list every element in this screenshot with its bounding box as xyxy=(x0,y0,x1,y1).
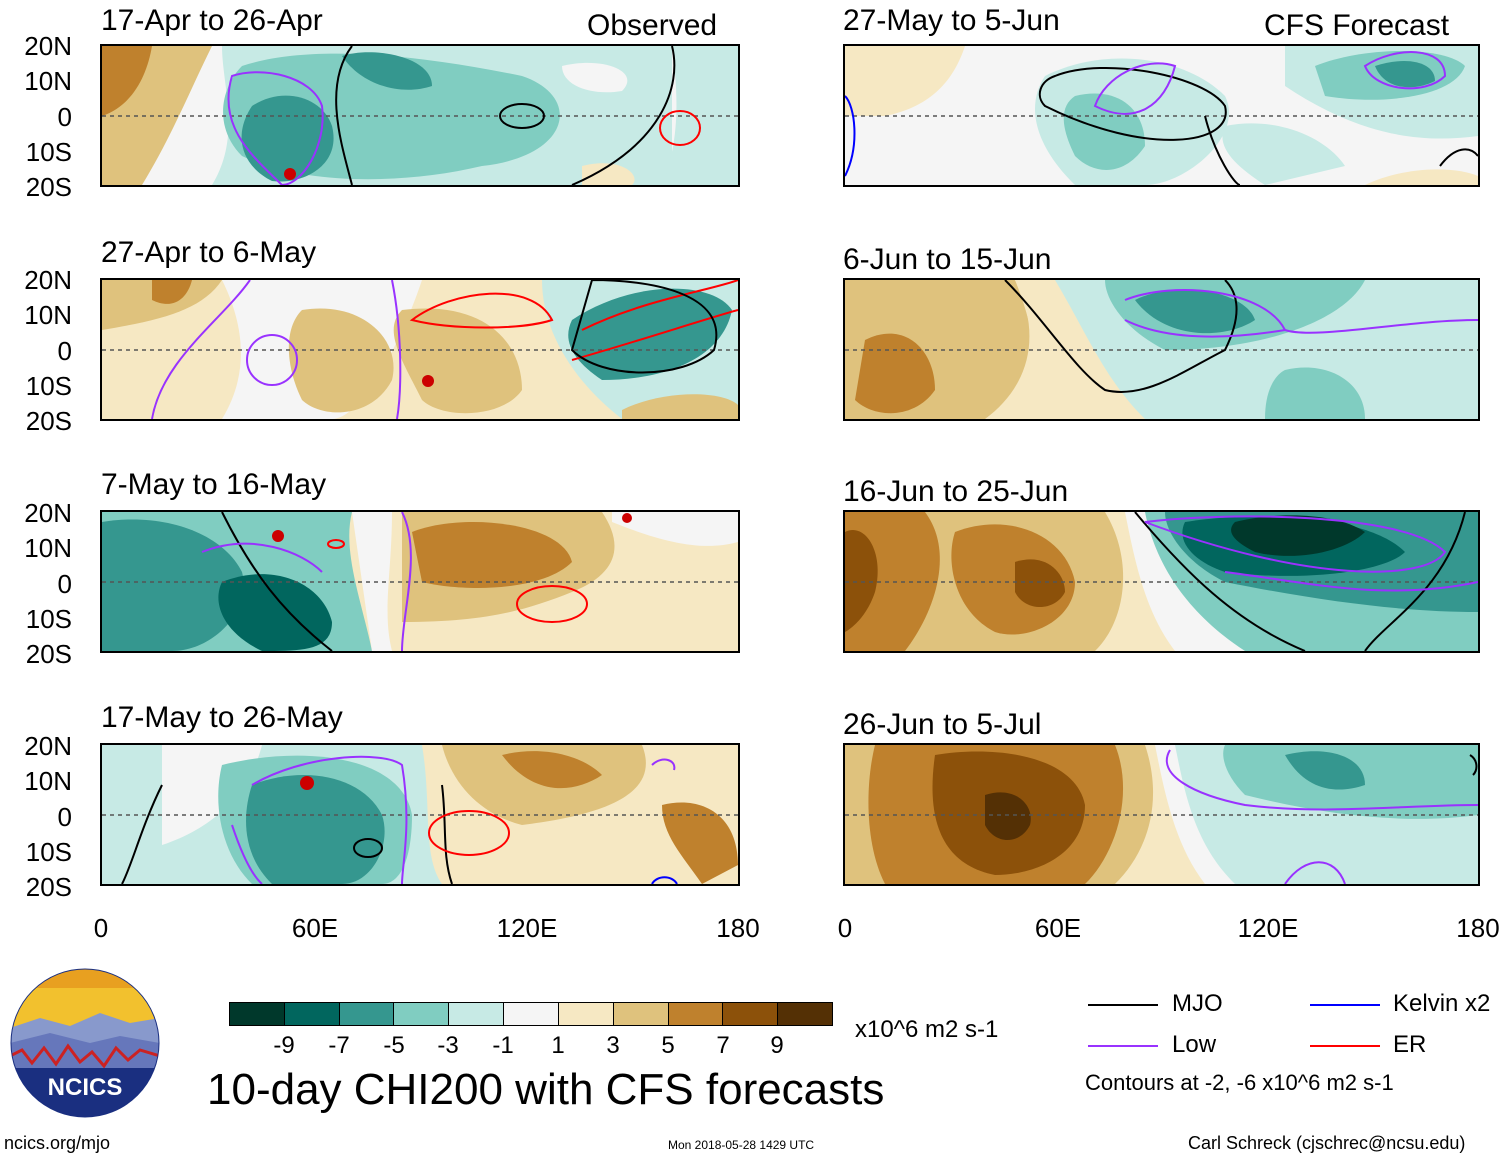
lat-tick-label: 20S xyxy=(25,406,72,436)
colorbar-units: x10^6 m2 s-1 xyxy=(855,1016,999,1043)
colorbar-tick: 5 xyxy=(661,1032,675,1059)
lat-tick-label: 20N xyxy=(24,498,72,528)
lon-tick-label: 180 xyxy=(716,913,760,943)
observed-label: Observed xyxy=(587,9,718,42)
colorbar-swatch xyxy=(393,1003,449,1025)
lat-tick-label: 10S xyxy=(25,837,72,867)
ncics-logo: NCICS xyxy=(10,968,160,1118)
ncics-url-link[interactable]: ncics.org/mjo xyxy=(4,1133,111,1153)
chi200-field xyxy=(845,46,1478,185)
lat-tick-label: 20S xyxy=(25,639,72,669)
chi200-field xyxy=(102,46,738,185)
legend-label: Kelvin x2 xyxy=(1393,990,1491,1017)
logo-text: NCICS xyxy=(48,1074,123,1101)
author-credit: Carl Schreck (cjschrec@ncsu.edu) xyxy=(1188,1133,1466,1153)
figure-title: 10-day CHI200 with CFS forecasts xyxy=(207,1065,885,1114)
colorbar-swatch xyxy=(557,1003,613,1025)
lon-tick-label: 0 xyxy=(837,913,853,943)
lat-tick-label: 20S xyxy=(25,172,72,202)
lat-tick-label: 20N xyxy=(24,265,72,295)
map-panel-8 xyxy=(843,743,1480,886)
map-panel-5 xyxy=(843,44,1480,187)
colorbar-tick: 3 xyxy=(606,1032,620,1059)
map-panel-7 xyxy=(843,510,1480,653)
lat-tick-label: 10S xyxy=(25,137,72,167)
timestamp: Mon 2018-05-28 1429 UTC xyxy=(668,1138,815,1152)
lat-tick-label: 10N xyxy=(24,766,72,796)
colorbar-tick: 1 xyxy=(551,1032,565,1059)
colorbar-tick: -5 xyxy=(383,1032,405,1059)
colorbar-swatch xyxy=(722,1003,778,1025)
colorbar-tick: -1 xyxy=(492,1032,514,1059)
lat-tick-label: 20N xyxy=(24,731,72,761)
panel-title: 26-Jun to 5-Jul xyxy=(843,708,1042,741)
colorbar-swatch xyxy=(338,1003,394,1025)
legend-line-er xyxy=(1310,1045,1380,1047)
legend-label: ER xyxy=(1393,1031,1427,1058)
map-panel-3 xyxy=(100,510,740,653)
chi200-field xyxy=(102,745,738,884)
lat-tick-label: 0 xyxy=(57,802,72,832)
colorbar-swatch xyxy=(230,1003,284,1025)
colorbar-tick: -9 xyxy=(273,1032,295,1059)
legend-line-low xyxy=(1088,1045,1158,1047)
legend-line-kelvin xyxy=(1310,1004,1380,1006)
forecast-label: CFS Forecast xyxy=(1264,9,1450,42)
panel-title: 27-May to 5-Jun xyxy=(843,4,1060,37)
colorbar xyxy=(229,1002,833,1026)
map-panel-2 xyxy=(100,278,740,421)
legend-label: Low xyxy=(1172,1031,1217,1058)
panel-title: 17-Apr to 26-Apr xyxy=(101,4,323,37)
lat-tick-label: 10N xyxy=(24,66,72,96)
chi200-field xyxy=(845,280,1478,419)
lat-tick-label: 20S xyxy=(25,872,72,902)
lat-tick-label: 0 xyxy=(57,569,72,599)
colorbar-swatch xyxy=(503,1003,558,1025)
map-panel-1 xyxy=(100,44,740,187)
panel-title: 6-Jun to 15-Jun xyxy=(843,243,1052,276)
colorbar-swatch xyxy=(283,1003,339,1025)
legend-line-mjo xyxy=(1088,1004,1158,1006)
chi200-field xyxy=(102,512,738,651)
lon-tick-label: 0 xyxy=(93,913,109,943)
colorbar-swatch xyxy=(777,1003,832,1025)
legend-label: MJO xyxy=(1172,990,1223,1017)
lat-tick-label: 10N xyxy=(24,533,72,563)
colorbar-tick: 9 xyxy=(770,1032,784,1059)
lat-tick-label: 0 xyxy=(57,336,72,366)
contours-note: Contours at -2, -6 x10^6 m2 s-1 xyxy=(1085,1070,1394,1095)
panel-title: 17-May to 26-May xyxy=(101,701,343,734)
lon-tick-label: 180 xyxy=(1456,913,1500,943)
ncics-logo-graphic: NCICS xyxy=(10,968,160,1118)
map-panel-6 xyxy=(843,278,1480,421)
lat-tick-label: 0 xyxy=(57,102,72,132)
panel-title: 16-Jun to 25-Jun xyxy=(843,475,1069,508)
lat-tick-label: 10S xyxy=(25,371,72,401)
colorbar-tick: -7 xyxy=(328,1032,350,1059)
chi200-field xyxy=(845,745,1478,884)
colorbar-swatch xyxy=(448,1003,504,1025)
map-panel-4 xyxy=(100,743,740,886)
panel-title: 27-Apr to 6-May xyxy=(101,236,317,269)
colorbar-tick: 7 xyxy=(716,1032,730,1059)
lat-tick-label: 10N xyxy=(24,300,72,330)
lon-tick-label: 60E xyxy=(291,913,339,943)
colorbar-swatch xyxy=(667,1003,723,1025)
lon-tick-label: 120E xyxy=(1237,913,1299,943)
panel-title: 7-May to 16-May xyxy=(101,468,327,501)
lat-tick-label: 10S xyxy=(25,604,72,634)
chi200-field xyxy=(102,280,738,419)
chi200-field xyxy=(845,512,1478,651)
colorbar-swatch xyxy=(612,1003,668,1025)
lon-tick-label: 120E xyxy=(496,913,558,943)
lat-tick-label: 20N xyxy=(24,31,72,61)
lon-tick-label: 60E xyxy=(1034,913,1082,943)
colorbar-tick: -3 xyxy=(437,1032,459,1059)
